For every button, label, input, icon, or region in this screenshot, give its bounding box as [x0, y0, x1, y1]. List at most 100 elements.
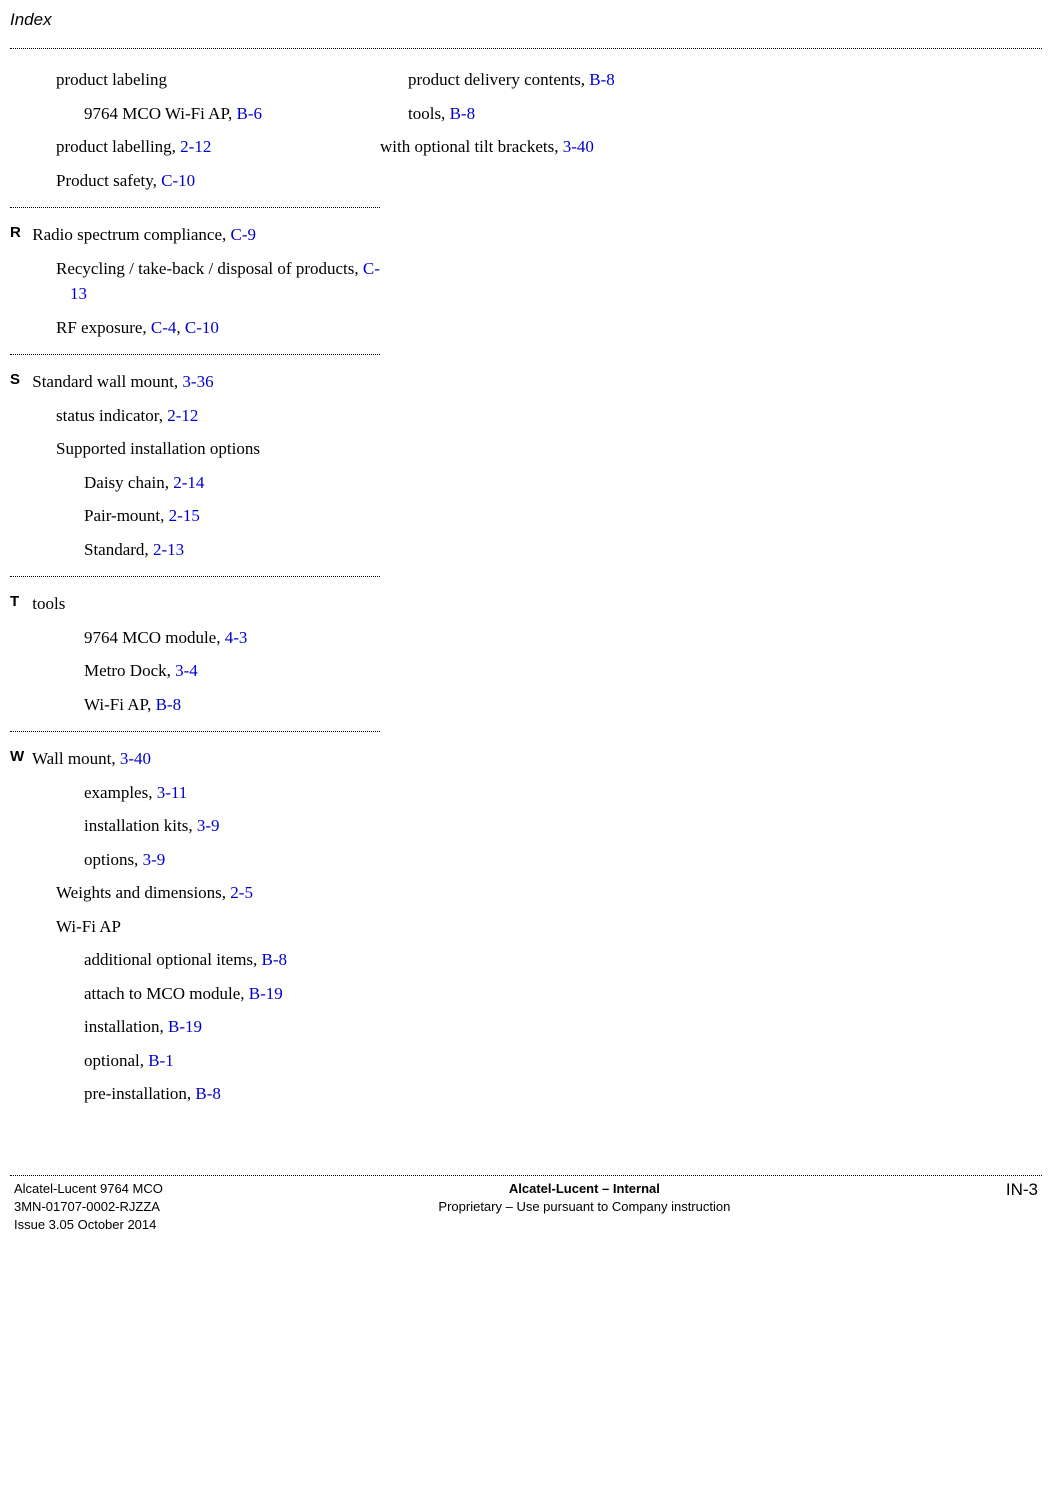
index-entry: Wi-Fi AP: [28, 914, 380, 940]
index-entry: 9764 MCO Wi-Fi AP, B-6: [28, 101, 380, 127]
footer-proprietary: Proprietary – Use pursuant to Company in…: [438, 1198, 730, 1216]
index-entry: product delivery contents, B-8: [380, 67, 750, 93]
index-entry: product labelling, 2-12: [28, 134, 380, 160]
index-entry: W Wall mount, 3-40: [28, 746, 380, 772]
entry-text: installation,: [84, 1017, 168, 1036]
entry-text: Supported installation options: [56, 439, 260, 458]
index-entry: pre-installation, B-8: [28, 1081, 380, 1107]
page-ref-link[interactable]: 3-11: [157, 783, 188, 802]
index-entry: S Standard wall mount, 3-36: [28, 369, 380, 395]
section-letter: W: [10, 746, 28, 769]
entry-text: Wi-Fi AP: [56, 917, 121, 936]
footer-classification: Alcatel-Lucent – Internal: [438, 1180, 730, 1198]
page-ref-link[interactable]: B-6: [237, 104, 263, 123]
page-ref-link[interactable]: C-9: [231, 225, 257, 244]
page-ref-link[interactable]: 4-3: [225, 628, 248, 647]
page-ref-link[interactable]: B-8: [156, 695, 182, 714]
entry-text: tools: [32, 594, 65, 613]
page-ref-link[interactable]: 2-15: [169, 506, 200, 525]
index-entry: product labeling: [28, 67, 380, 93]
index-content: product labeling 9764 MCO Wi-Fi AP, B-6 …: [10, 59, 1042, 1115]
page-ref-link[interactable]: B-8: [262, 950, 288, 969]
page-ref-link[interactable]: B-19: [249, 984, 283, 1003]
index-entry: Weights and dimensions, 2-5: [28, 880, 380, 906]
page-ref-link[interactable]: B-19: [168, 1017, 202, 1036]
index-entry: Daisy chain, 2-14: [28, 470, 380, 496]
page-ref-link[interactable]: 2-5: [230, 883, 253, 902]
section-divider: [10, 354, 380, 355]
entry-text: additional optional items,: [84, 950, 262, 969]
page-ref-link[interactable]: 2-12: [180, 137, 211, 156]
page-ref-link[interactable]: C-4: [151, 318, 177, 337]
page-ref-link[interactable]: 3-4: [175, 661, 198, 680]
entry-text: options,: [84, 850, 143, 869]
index-entry: R Radio spectrum compliance, C-9: [28, 222, 380, 248]
index-entry: installation kits, 3-9: [28, 813, 380, 839]
entry-text: Recycling / take-back / disposal of prod…: [56, 259, 363, 278]
left-column: product labeling 9764 MCO Wi-Fi AP, B-6 …: [10, 59, 380, 1115]
footer-left: Alcatel-Lucent 9764 MCO 3MN-01707-0002-R…: [14, 1180, 163, 1235]
page-ref-link[interactable]: 3-40: [563, 137, 594, 156]
page-footer: Alcatel-Lucent 9764 MCO 3MN-01707-0002-R…: [10, 1180, 1042, 1245]
index-entry: Wi-Fi AP, B-8: [28, 692, 380, 718]
index-entry: Pair-mount, 2-15: [28, 503, 380, 529]
entry-text: Radio spectrum compliance,: [32, 225, 230, 244]
entry-text: with optional tilt brackets,: [380, 137, 563, 156]
entry-text: 9764 MCO Wi-Fi AP,: [84, 104, 237, 123]
entry-text: pre-installation,: [84, 1084, 195, 1103]
footer-docnum: 3MN-01707-0002-RJZZA: [14, 1198, 163, 1216]
entry-text: tools,: [408, 104, 450, 123]
page-ref-link[interactable]: B-8: [195, 1084, 221, 1103]
page-ref-link[interactable]: 3-9: [143, 850, 166, 869]
page-ref-link[interactable]: 3-9: [197, 816, 220, 835]
page-header-title: Index: [10, 10, 1042, 30]
page-ref-link[interactable]: B-1: [148, 1051, 174, 1070]
footer-product: Alcatel-Lucent 9764 MCO: [14, 1180, 163, 1198]
entry-text: Metro Dock,: [84, 661, 175, 680]
right-column: product delivery contents, B-8 tools, B-…: [380, 59, 750, 1115]
index-entry: status indicator, 2-12: [28, 403, 380, 429]
page-ref-link[interactable]: 3-40: [120, 749, 151, 768]
section-divider: [10, 576, 380, 577]
entry-text: Pair-mount,: [84, 506, 169, 525]
entry-text: Wall mount,: [32, 749, 120, 768]
page-ref-link[interactable]: B-8: [450, 104, 476, 123]
entry-text: Standard wall mount,: [32, 372, 182, 391]
top-divider: [10, 48, 1042, 49]
index-entry: 9764 MCO module, 4-3: [28, 625, 380, 651]
separator: ,: [176, 318, 185, 337]
page-ref-link[interactable]: C-10: [185, 318, 219, 337]
entry-text: RF exposure,: [56, 318, 151, 337]
footer-center: Alcatel-Lucent – Internal Proprietary – …: [438, 1180, 730, 1235]
entry-text: Weights and dimensions,: [56, 883, 230, 902]
entry-text: product labeling: [56, 70, 167, 89]
index-entry: options, 3-9: [28, 847, 380, 873]
page-ref-link[interactable]: B-8: [589, 70, 615, 89]
entry-text: Wi-Fi AP,: [84, 695, 156, 714]
page-ref-link[interactable]: C-10: [161, 171, 195, 190]
page-ref-link[interactable]: 3-36: [182, 372, 213, 391]
section-letter: T: [10, 591, 28, 614]
index-entry: T tools: [28, 591, 380, 617]
index-entry: additional optional items, B-8: [28, 947, 380, 973]
index-entry: examples, 3-11: [28, 780, 380, 806]
index-entry: Standard, 2-13: [28, 537, 380, 563]
page-ref-link[interactable]: 2-12: [167, 406, 198, 425]
index-entry: with optional tilt brackets, 3-40: [380, 134, 750, 160]
index-entry: Product safety, C-10: [28, 168, 380, 194]
index-entry: RF exposure, C-4, C-10: [28, 315, 380, 341]
entry-text: Daisy chain,: [84, 473, 173, 492]
entry-text: product delivery contents,: [408, 70, 589, 89]
page-ref-link[interactable]: 2-13: [153, 540, 184, 559]
section-letter: S: [10, 369, 28, 392]
index-entry: attach to MCO module, B-19: [28, 981, 380, 1007]
section-divider: [10, 207, 380, 208]
entry-text: 9764 MCO module,: [84, 628, 225, 647]
index-entry: Metro Dock, 3-4: [28, 658, 380, 684]
entry-text: Product safety,: [56, 171, 161, 190]
page-ref-link[interactable]: 2-14: [173, 473, 204, 492]
section-letter: R: [10, 222, 28, 245]
index-entry: Recycling / take-back / disposal of prod…: [28, 256, 380, 307]
entry-text: attach to MCO module,: [84, 984, 249, 1003]
index-entry: installation, B-19: [28, 1014, 380, 1040]
